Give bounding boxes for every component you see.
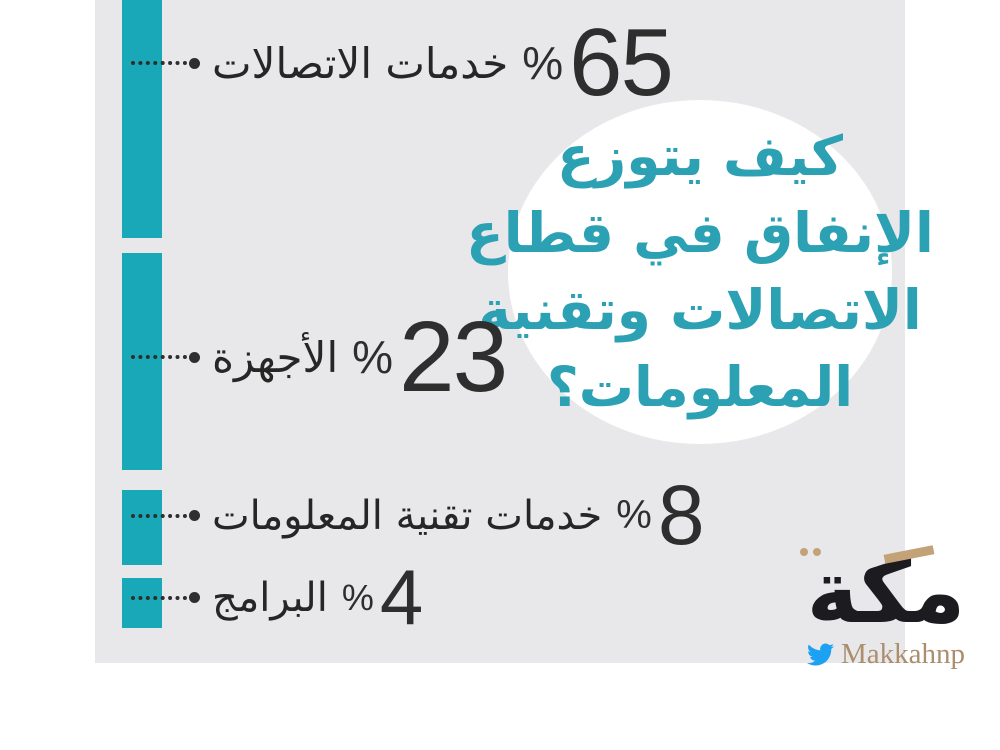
category-label: البرامج bbox=[212, 574, 328, 621]
leader-bullet-icon bbox=[189, 57, 200, 69]
dotted-leader bbox=[131, 61, 187, 65]
leader-bullet-icon bbox=[189, 510, 200, 521]
value-number: 65 bbox=[569, 9, 674, 116]
title-line-4: المعلومات؟ bbox=[546, 355, 854, 419]
percent-sign: % bbox=[616, 493, 652, 537]
dotted-leader bbox=[131, 355, 187, 359]
value-number: 23 bbox=[399, 300, 508, 413]
percent-sign: % bbox=[341, 576, 374, 618]
title-circle bbox=[508, 100, 892, 444]
chart-panel: خدمات الاتصالات % 65 الأجهزة % 23 خدمات … bbox=[95, 0, 934, 663]
category-label: خدمات الاتصالات bbox=[212, 38, 509, 88]
title-line-2: الإنفاق في قطاع bbox=[466, 201, 934, 265]
data-row-devices: الأجهزة % 23 bbox=[131, 300, 508, 413]
value-number: 4 bbox=[379, 553, 423, 641]
category-label: خدمات تقنية المعلومات bbox=[212, 492, 603, 539]
bar-devices bbox=[122, 253, 162, 470]
dotted-leader bbox=[131, 595, 187, 600]
category-label: الأجهزة bbox=[212, 332, 339, 382]
twitter-bird-icon bbox=[806, 643, 834, 666]
twitter-handle-row: Makkahnp bbox=[786, 638, 986, 671]
bar-telecom-services bbox=[122, 0, 162, 238]
leader-bullet-icon bbox=[189, 351, 200, 363]
makkah-branding: مكة Makkahnp bbox=[786, 545, 986, 671]
leader-bullet-icon bbox=[189, 592, 200, 603]
data-row-software: البرامج % 4 bbox=[131, 550, 423, 645]
value-number: 8 bbox=[657, 468, 705, 562]
dotted-leader bbox=[131, 513, 187, 518]
title-line-3: الاتصالات وتقنية bbox=[478, 278, 922, 342]
bar-it-services bbox=[122, 490, 162, 565]
percent-sign: % bbox=[352, 331, 394, 383]
data-row-it-services: خدمات تقنية المعلومات % 8 bbox=[131, 468, 705, 563]
logo-gold-dots bbox=[800, 548, 821, 556]
infographic-title: كيف يتوزع الإنفاق في قطاع الاتصالات وتقن… bbox=[450, 118, 950, 426]
bar-software bbox=[122, 578, 162, 628]
title-line-1: كيف يتوزع bbox=[557, 124, 843, 188]
makkah-logo: مكة bbox=[786, 545, 986, 638]
twitter-handle: Makkahnp bbox=[840, 638, 966, 670]
percent-sign: % bbox=[522, 37, 564, 89]
data-row-telecom-services: خدمات الاتصالات % 65 bbox=[131, 8, 674, 118]
